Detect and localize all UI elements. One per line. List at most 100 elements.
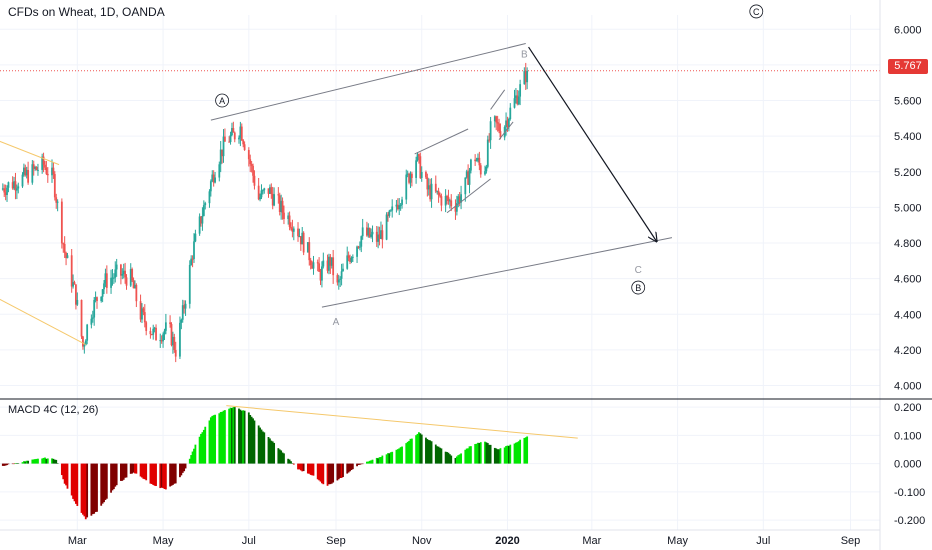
macd-bar: [329, 463, 332, 485]
macd-bar: [125, 463, 128, 478]
macd-bar: [308, 463, 311, 474]
macd-bar: [218, 413, 221, 464]
candle-body: [396, 204, 399, 210]
candle-body: [222, 136, 225, 157]
macd-bar: [139, 463, 142, 477]
macd-bar: [356, 463, 358, 467]
macd-bar: [278, 449, 281, 464]
candle-body: [44, 164, 46, 168]
macd-bar: [316, 463, 319, 480]
macd-bar: [340, 463, 343, 478]
macd-bar: [321, 463, 323, 484]
macd-bar: [388, 453, 391, 464]
macd-bar: [524, 437, 527, 464]
wave-label: C: [635, 265, 642, 276]
candle-body: [484, 171, 486, 175]
macd-bar: [169, 463, 171, 487]
macd-bar: [439, 447, 441, 464]
macd-bar: [129, 463, 132, 474]
macd-bar: [173, 463, 176, 484]
candle-body: [299, 236, 302, 245]
macd-bar: [162, 463, 164, 489]
candle-body: [115, 264, 118, 270]
macd-bar: [337, 463, 340, 480]
macd-bar: [396, 449, 399, 464]
candle-body: [193, 241, 195, 259]
candle-body: [429, 185, 432, 200]
candle-body: [458, 196, 461, 203]
time-tick-label: May: [153, 535, 174, 547]
candle-body: [346, 255, 349, 269]
macd-bar: [115, 463, 118, 486]
candle-body: [302, 232, 305, 253]
candle-body: [358, 246, 361, 248]
macd-bar: [72, 463, 74, 499]
macd-bar: [111, 463, 114, 491]
candle-body: [201, 215, 204, 224]
candle-body: [437, 190, 440, 196]
macd-bar: [281, 452, 284, 464]
macd-bar: [44, 457, 46, 464]
candle-body: [446, 195, 448, 197]
macd-bar: [399, 447, 402, 464]
candle-body: [281, 200, 284, 213]
macd-bar: [200, 433, 202, 464]
candle-body: [3, 188, 6, 193]
macd-bar: [142, 463, 145, 479]
candle-body: [332, 257, 335, 276]
candle-body: [273, 194, 276, 206]
macd-bar: [387, 453, 389, 464]
macd-bar: [240, 410, 243, 464]
candle-body: [37, 169, 39, 171]
macd-trendline: [226, 405, 578, 439]
candle-body: [7, 182, 10, 188]
candle-body: [419, 156, 422, 178]
macd-bar: [114, 463, 117, 487]
candle-body: [271, 193, 274, 206]
candle-body: [231, 128, 233, 136]
macd-bar: [6, 463, 8, 466]
macd-bar: [124, 463, 127, 478]
macd-bar: [367, 461, 370, 464]
macd-bar: [70, 463, 73, 496]
candle-body: [347, 255, 350, 258]
macd-bar: [495, 448, 498, 464]
macd-bar: [269, 438, 271, 464]
macd-bar: [21, 462, 24, 464]
macd-bar: [252, 418, 254, 464]
macd-bar: [503, 447, 506, 464]
macd-bar: [221, 411, 224, 464]
candle-body: [391, 206, 394, 211]
candle-body: [184, 303, 187, 309]
candle-body: [160, 340, 163, 342]
price-tick-label: 5.000: [894, 202, 922, 214]
chart-title: CFDs on Wheat, 1D, OANDA: [8, 5, 165, 19]
candle-body: [516, 95, 519, 105]
candle-body: [301, 232, 304, 245]
time-axis[interactable]: Mar May Jul Sep Nov 2020 Mar May Jul Sep: [68, 535, 860, 547]
candle-body: [105, 273, 108, 288]
candle-body: [72, 282, 74, 287]
macd-bar: [448, 454, 451, 464]
candle-body: [125, 277, 128, 286]
candle-body: [267, 188, 270, 194]
candle-body: [169, 322, 171, 325]
candle-body: [464, 177, 467, 195]
candle-body: [430, 183, 433, 200]
macd-bar: [437, 446, 440, 464]
candle-body: [291, 228, 294, 232]
candle-body: [247, 149, 250, 160]
candle-body: [454, 206, 457, 212]
macd-bar: [188, 458, 191, 464]
candle-body: [253, 175, 256, 186]
macd-bar: [232, 407, 235, 464]
wave-circle: [631, 280, 646, 295]
macd-bar: [65, 463, 67, 486]
macd-bar: [135, 463, 138, 474]
macd-bar: [458, 454, 461, 464]
macd-bar: [105, 463, 108, 499]
time-tick-label: Jul: [756, 535, 770, 547]
candle-body: [269, 187, 271, 194]
macd-bar: [418, 432, 420, 464]
